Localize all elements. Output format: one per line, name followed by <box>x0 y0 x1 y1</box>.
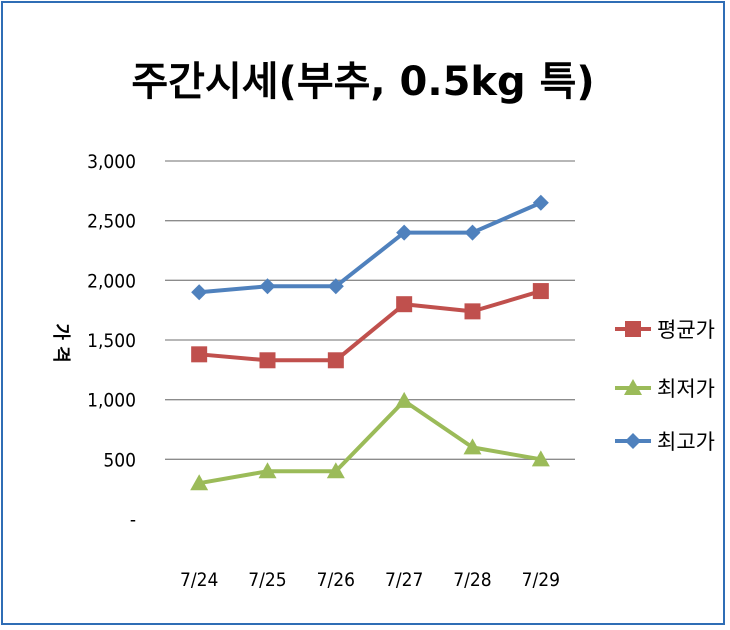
data-point <box>326 462 345 479</box>
legend-label: 평균가 <box>657 318 715 342</box>
y-tick-label: - <box>130 509 136 531</box>
data-point <box>396 224 413 241</box>
data-point <box>531 450 550 467</box>
line-chart: 주간시세(부추, 0.5kg 특) 가 격 - 500 1,000 1,500 2,00… <box>50 59 715 591</box>
data-point <box>532 283 549 300</box>
legend-item: 최저가 <box>615 377 715 401</box>
data-point <box>259 352 276 369</box>
chart-title: 주간시세(부추, 0.5kg 특) <box>131 59 594 105</box>
data-point <box>327 278 344 295</box>
series-group <box>190 194 550 491</box>
series-square <box>191 283 549 369</box>
gridlines <box>165 160 575 460</box>
data-point <box>258 462 277 479</box>
data-point <box>532 194 549 211</box>
legend-marker <box>625 433 641 449</box>
y-tick-label: 3,000 <box>87 151 136 173</box>
y-axis-label: 가 격 <box>50 323 71 362</box>
x-tick-label: 7/25 <box>248 569 286 591</box>
data-point <box>191 284 208 301</box>
y-tick-label: 1,000 <box>87 390 136 412</box>
data-point <box>463 438 482 455</box>
data-point <box>396 296 413 313</box>
legend-item: 최고가 <box>615 430 715 454</box>
data-point <box>191 346 208 363</box>
y-tick-label: 1,500 <box>87 330 136 352</box>
series-line <box>198 289 542 363</box>
legend-label: 최저가 <box>657 377 715 401</box>
series-diamond <box>191 194 549 301</box>
legend-marker <box>624 379 642 395</box>
data-point <box>190 474 209 491</box>
x-tick-label: 7/26 <box>317 569 355 591</box>
data-point <box>395 391 414 408</box>
legend-label: 최고가 <box>657 430 715 454</box>
y-tick-label: 2,000 <box>87 270 136 292</box>
x-tick-label: 7/27 <box>385 569 423 591</box>
series-triangle <box>190 391 550 491</box>
x-tick-label: 7/29 <box>522 569 560 591</box>
y-axis-ticks: - 500 1,000 1,500 2,000 2,500 3,000 <box>87 151 136 531</box>
y-tick-label: 500 <box>103 449 136 471</box>
data-point <box>259 278 276 295</box>
x-tick-label: 7/24 <box>180 569 218 591</box>
series-line <box>198 200 542 295</box>
series-line <box>198 398 542 486</box>
data-point <box>464 303 481 320</box>
y-tick-label: 2,500 <box>87 211 136 233</box>
legend-marker <box>625 321 641 337</box>
x-axis-ticks: 7/24 7/25 7/26 7/27 7/28 7/29 <box>180 569 560 591</box>
legend-item: 평균가 <box>615 318 715 342</box>
data-point <box>464 224 481 241</box>
x-tick-label: 7/28 <box>453 569 491 591</box>
data-point <box>327 352 344 369</box>
